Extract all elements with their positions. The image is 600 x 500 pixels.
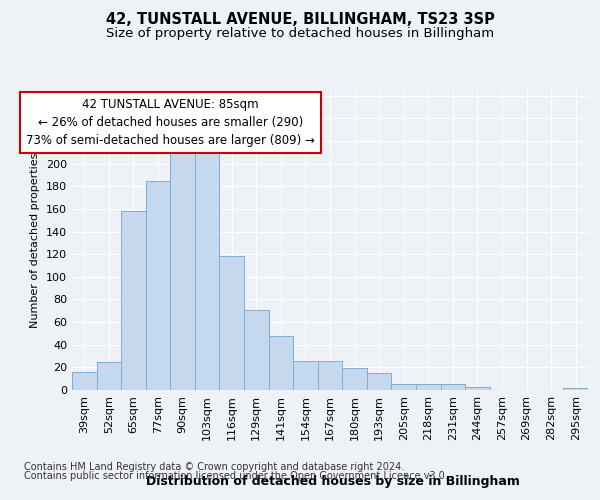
Bar: [293, 360, 318, 390]
Bar: [465, 386, 490, 390]
Bar: [563, 388, 588, 390]
Text: 42, TUNSTALL AVENUE, BILLINGHAM, TS23 3SP: 42, TUNSTALL AVENUE, BILLINGHAM, TS23 3S…: [106, 12, 494, 28]
Bar: [367, 373, 391, 390]
Bar: [195, 146, 220, 390]
Bar: [97, 362, 121, 390]
Bar: [244, 310, 269, 390]
Bar: [269, 336, 293, 390]
Text: Distribution of detached houses by size in Billingham: Distribution of detached houses by size …: [146, 474, 520, 488]
Text: Contains HM Land Registry data © Crown copyright and database right 2024.: Contains HM Land Registry data © Crown c…: [24, 462, 404, 472]
Text: 42 TUNSTALL AVENUE: 85sqm
← 26% of detached houses are smaller (290)
73% of semi: 42 TUNSTALL AVENUE: 85sqm ← 26% of detac…: [26, 98, 315, 147]
Bar: [318, 360, 342, 390]
Text: Contains public sector information licensed under the Open Government Licence v3: Contains public sector information licen…: [24, 471, 448, 481]
Bar: [342, 368, 367, 390]
Bar: [391, 384, 416, 390]
Text: Size of property relative to detached houses in Billingham: Size of property relative to detached ho…: [106, 28, 494, 40]
Bar: [72, 372, 97, 390]
Bar: [440, 384, 465, 390]
Y-axis label: Number of detached properties: Number of detached properties: [31, 152, 40, 328]
Bar: [220, 256, 244, 390]
Bar: [170, 152, 195, 390]
Bar: [146, 180, 170, 390]
Bar: [121, 211, 146, 390]
Bar: [416, 384, 440, 390]
